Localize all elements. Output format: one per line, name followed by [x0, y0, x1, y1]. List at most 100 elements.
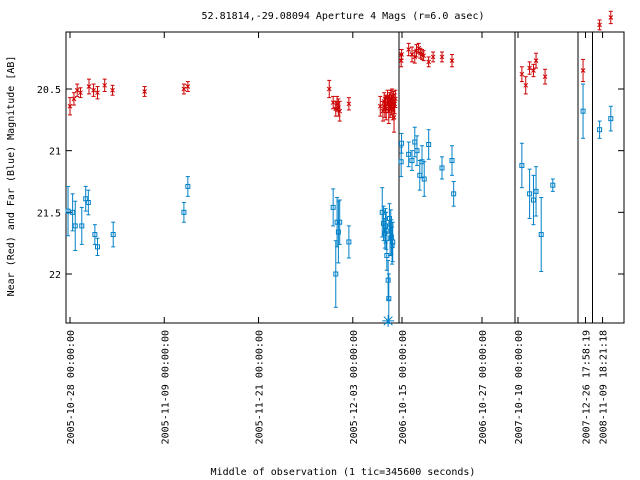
x-marker [91, 87, 96, 93]
square-marker [94, 244, 100, 250]
x-marker [527, 65, 532, 71]
near-point [102, 78, 108, 92]
x-marker [542, 74, 548, 80]
square-marker [580, 108, 586, 114]
x-axis: 2005-10-28 00:00:00 2005-11-09 00:00:00 20… [66, 32, 610, 444]
far-point [65, 185, 71, 237]
far-point [70, 193, 76, 232]
far-point [390, 221, 396, 263]
x-marker [608, 15, 614, 20]
x-marker [86, 84, 92, 89]
square-marker [449, 158, 455, 164]
far-point [597, 120, 603, 139]
near-point [91, 83, 96, 97]
x-marker [426, 59, 432, 65]
x-marker [67, 103, 73, 109]
x-marker [439, 54, 445, 60]
x-marker [142, 89, 147, 94]
near-point [86, 78, 92, 95]
near-point [597, 19, 602, 31]
far-point [451, 181, 457, 207]
near-point [110, 84, 115, 96]
far-point [330, 188, 336, 227]
near-point [527, 61, 532, 75]
x-tick-label: 2006-10-15 00:00:00 [398, 330, 409, 444]
near-point [392, 93, 398, 115]
square-marker [383, 228, 389, 234]
far-point [406, 141, 412, 168]
x-marker [185, 84, 191, 89]
near-point [430, 51, 436, 63]
near-point [421, 50, 427, 62]
far-series [65, 83, 614, 324]
x-tick-label: 2006-10-27 00:00:00 [478, 330, 489, 444]
square-marker [439, 165, 445, 171]
x-marker [533, 58, 539, 63]
far-point [580, 83, 586, 139]
far-point [85, 189, 91, 216]
far-point [530, 174, 536, 226]
near-point [409, 46, 415, 63]
near-point [71, 92, 77, 106]
far-point [346, 225, 352, 259]
far-point [414, 135, 420, 166]
square-marker [335, 229, 341, 235]
x-marker [449, 58, 455, 63]
square-marker [533, 188, 539, 194]
square-marker [385, 277, 391, 283]
far-point [110, 221, 116, 248]
data-points [65, 10, 614, 327]
near-point [142, 86, 147, 97]
far-point [538, 197, 544, 273]
square-marker [65, 208, 71, 214]
square-marker [399, 140, 405, 146]
x-tick-label: 2007-10-10 00:00:00 [514, 330, 525, 444]
square-marker [110, 232, 116, 238]
square-marker [530, 197, 536, 203]
near-point [580, 58, 586, 83]
plot-frame [65, 31, 625, 324]
near-series [67, 10, 614, 133]
y-tick-label: 21 [49, 147, 61, 158]
y-axis-label: Near (Red) and Far (Blue) Magnitude [AB] [6, 56, 17, 297]
square-marker [597, 127, 603, 133]
x-marker [74, 87, 80, 93]
near-point [346, 97, 352, 111]
x-marker [392, 101, 398, 107]
far-point [333, 240, 339, 308]
near-point [533, 52, 539, 69]
square-marker [346, 239, 352, 245]
far-point [334, 197, 340, 248]
asterisk-marker [382, 314, 395, 327]
far-point [185, 176, 191, 197]
near-point [439, 51, 445, 63]
far-point [409, 150, 415, 171]
square-marker [414, 148, 420, 154]
square-marker [519, 162, 525, 168]
square-marker [421, 176, 427, 182]
square-marker [409, 158, 415, 164]
far-point [426, 129, 432, 160]
far-point [399, 132, 405, 154]
square-marker [538, 232, 544, 238]
x-tick-label: 2005-11-21 00:00:00 [255, 330, 266, 444]
far-point [72, 200, 78, 252]
near-point [67, 97, 73, 116]
y-tick-label: 21.5 [37, 208, 61, 219]
square-marker [83, 196, 89, 202]
x-marker [95, 90, 100, 96]
x-marker [580, 68, 586, 73]
far-point [181, 201, 187, 223]
x-marker [406, 47, 412, 52]
x-axis-label: Middle of observation (1 tic=345600 seco… [211, 467, 476, 478]
segment-dividers [398, 32, 593, 323]
x-marker [326, 86, 332, 92]
square-marker [92, 232, 98, 238]
square-marker [386, 296, 392, 302]
near-point [185, 81, 191, 92]
square-marker [390, 239, 396, 245]
near-point [542, 68, 548, 85]
x-marker [421, 53, 427, 59]
x-marker [391, 115, 397, 120]
near-point [326, 79, 332, 99]
